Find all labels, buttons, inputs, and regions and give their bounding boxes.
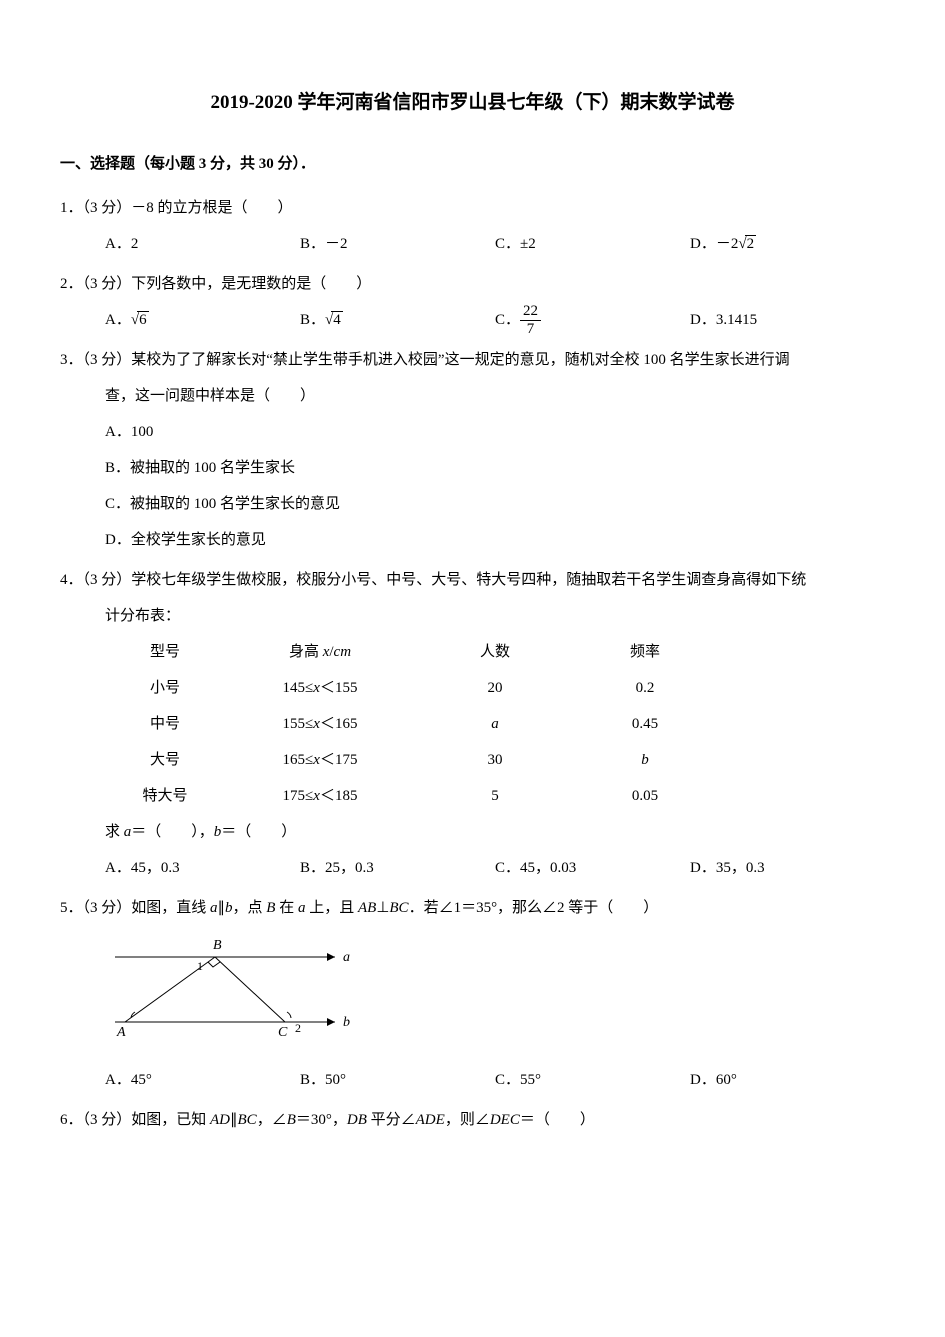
- q1-opt-b: B．－2: [300, 226, 495, 262]
- q4-opt-b: B．25，0.3: [300, 850, 495, 886]
- table-header: 身高 x/cm: [225, 634, 415, 670]
- label-angle2: 2: [295, 1021, 301, 1035]
- label-a: A: [116, 1025, 126, 1040]
- q3-opt-a: A．100: [105, 414, 885, 450]
- q3-opt-c: C．被抽取的 100 名学生家长的意见: [105, 486, 885, 522]
- sqrt-icon: √2: [738, 226, 756, 262]
- table-header: 人数: [415, 634, 575, 670]
- height-label: 身高 x/cm: [289, 644, 351, 660]
- table-row: 小号 145≤x＜155 20 0.2: [105, 670, 885, 706]
- q4-after: 求 a＝（ ），b＝（ ）: [60, 814, 885, 850]
- q4-opt-a: A．45，0.3: [105, 850, 300, 886]
- radicand: 6: [137, 311, 149, 328]
- label-b: B: [213, 938, 222, 953]
- right-angle-icon: [208, 962, 220, 967]
- question-3: 3．（3 分）某校为了了解家长对“禁止学生带手机进入校园”这一规定的意见，随机对…: [60, 342, 885, 558]
- radicand: 2: [745, 235, 757, 252]
- section-heading-1: 一、选择题（每小题 3 分，共 30 分）．: [60, 146, 885, 182]
- q5-stem: 5．（3 分）如图，直线 a∥b，点 B 在 a 上，且 AB⊥BC．若∠1＝3…: [60, 890, 885, 926]
- q1-opt-d: D．－2√2: [690, 226, 885, 262]
- table-cell: 特大号: [105, 778, 225, 814]
- geometry-diagram: B a b A C 1 2: [105, 932, 365, 1042]
- q3-opt-b: B．被抽取的 100 名学生家长: [105, 450, 885, 486]
- q2-opt-a: A．√6: [105, 302, 300, 338]
- table-cell: 145≤x＜155: [225, 670, 415, 706]
- table-row: 中号 155≤x＜165 a 0.45: [105, 706, 885, 742]
- table-cell: 20: [415, 670, 575, 706]
- numerator: 22: [520, 303, 541, 321]
- q2-b-prefix: B．: [300, 312, 325, 328]
- arrow-icon: [327, 953, 335, 961]
- sqrt-icon: √4: [325, 302, 343, 338]
- q4-stem: 4．（3 分）学校七年级学生做校服，校服分小号、中号、大号、特大号四种，随抽取若…: [60, 562, 885, 598]
- fraction: 227: [520, 303, 541, 337]
- q3-options: A．100 B．被抽取的 100 名学生家长 C．被抽取的 100 名学生家长的…: [60, 414, 885, 558]
- table-cell: 0.45: [575, 706, 715, 742]
- q1-d-prefix: D．－2: [690, 236, 738, 252]
- q4-table: 型号 身高 x/cm 人数 频率 小号 145≤x＜155 20 0.2 中号 …: [60, 634, 885, 814]
- line-bc: [215, 957, 285, 1022]
- table-cell: 大号: [105, 742, 225, 778]
- q3-stem: 3．（3 分）某校为了了解家长对“禁止学生带手机进入校园”这一规定的意见，随机对…: [60, 342, 885, 378]
- q4-options: A．45，0.3 B．25，0.3 C．45，0.03 D．35，0.3: [60, 850, 885, 886]
- table-cell: 中号: [105, 706, 225, 742]
- table-cell: 0.2: [575, 670, 715, 706]
- table-row: 大号 165≤x＜175 30 b: [105, 742, 885, 778]
- q5-opt-c: C．55°: [495, 1062, 690, 1098]
- q3-stem-cont: 查，这一问题中样本是（ ）: [60, 378, 885, 414]
- q5-opt-a: A．45°: [105, 1062, 300, 1098]
- question-1: 1．（3 分）－8 的立方根是（ ） A．2 B．－2 C．±2 D．－2√2: [60, 190, 885, 262]
- page-title: 2019-2020 学年河南省信阳市罗山县七年级（下）期末数学试卷: [60, 80, 885, 126]
- q5-opt-d: D．60°: [690, 1062, 885, 1098]
- table-cell: 175≤x＜185: [225, 778, 415, 814]
- q2-opt-b: B．√4: [300, 302, 495, 338]
- table-cell: b: [575, 742, 715, 778]
- table-header: 型号: [105, 634, 225, 670]
- table-cell: 0.05: [575, 778, 715, 814]
- q1-opt-a: A．2: [105, 226, 300, 262]
- q2-options: A．√6 B．√4 C．227 D．3.1415: [60, 302, 885, 338]
- denominator: 7: [520, 321, 541, 338]
- arrow-icon: [327, 1018, 335, 1026]
- q2-stem: 2．（3 分）下列各数中，是无理数的是（ ）: [60, 266, 885, 302]
- q3-opt-d: D．全校学生家长的意见: [105, 522, 885, 558]
- q4-stem-cont: 计分布表：: [60, 598, 885, 634]
- angle-arc-icon: [287, 1012, 291, 1018]
- q4-opt-c: C．45，0.03: [495, 850, 690, 886]
- question-5: 5．（3 分）如图，直线 a∥b，点 B 在 a 上，且 AB⊥BC．若∠1＝3…: [60, 890, 885, 1098]
- q1-stem: 1．（3 分）－8 的立方根是（ ）: [60, 190, 885, 226]
- q1-opt-c: C．±2: [495, 226, 690, 262]
- q2-c-prefix: C．: [495, 312, 520, 328]
- table-cell: a: [415, 706, 575, 742]
- label-a-line: a: [343, 950, 350, 965]
- table-cell: 小号: [105, 670, 225, 706]
- q6-stem: 6．（3 分）如图，已知 AD∥BC，∠B＝30°，DB 平分∠ADE，则∠DE…: [60, 1102, 885, 1138]
- sqrt-icon: √6: [131, 302, 149, 338]
- label-b-line: b: [343, 1015, 350, 1030]
- table-header: 频率: [575, 634, 715, 670]
- label-angle1: 1: [197, 959, 203, 973]
- question-6: 6．（3 分）如图，已知 AD∥BC，∠B＝30°，DB 平分∠ADE，则∠DE…: [60, 1102, 885, 1138]
- question-4: 4．（3 分）学校七年级学生做校服，校服分小号、中号、大号、特大号四种，随抽取若…: [60, 562, 885, 886]
- label-c: C: [278, 1025, 288, 1040]
- question-2: 2．（3 分）下列各数中，是无理数的是（ ） A．√6 B．√4 C．227 D…: [60, 266, 885, 338]
- q5-options: A．45° B．50° C．55° D．60°: [60, 1062, 885, 1098]
- table-cell: 155≤x＜165: [225, 706, 415, 742]
- table-row: 特大号 175≤x＜185 5 0.05: [105, 778, 885, 814]
- q1-options: A．2 B．－2 C．±2 D．－2√2: [60, 226, 885, 262]
- q5-opt-b: B．50°: [300, 1062, 495, 1098]
- q2-a-prefix: A．: [105, 312, 131, 328]
- table-cell: 165≤x＜175: [225, 742, 415, 778]
- q2-opt-d: D．3.1415: [690, 302, 885, 338]
- table-cell: 5: [415, 778, 575, 814]
- radicand: 4: [331, 311, 343, 328]
- q2-opt-c: C．227: [495, 302, 690, 338]
- table-header-row: 型号 身高 x/cm 人数 频率: [105, 634, 885, 670]
- q5-figure: B a b A C 1 2: [60, 932, 885, 1056]
- q4-opt-d: D．35，0.3: [690, 850, 885, 886]
- table-cell: 30: [415, 742, 575, 778]
